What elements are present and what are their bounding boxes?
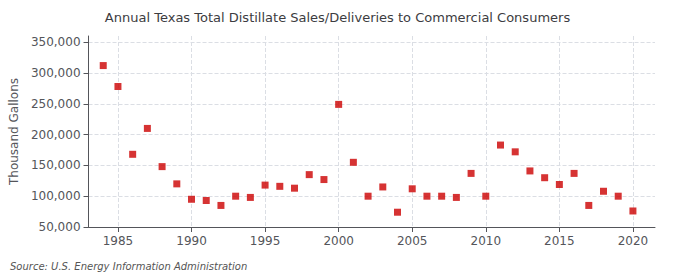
svg-text:100,000: 100,000 <box>31 189 81 203</box>
svg-text:1985: 1985 <box>103 234 134 248</box>
svg-text:2000: 2000 <box>323 234 354 248</box>
svg-text:Thousand Gallons: Thousand Gallons <box>7 78 21 186</box>
svg-text:300,000: 300,000 <box>31 66 81 80</box>
svg-text:200,000: 200,000 <box>31 128 81 142</box>
svg-text:2020: 2020 <box>618 234 649 248</box>
svg-text:150,000: 150,000 <box>31 158 81 172</box>
svg-text:350,000: 350,000 <box>31 35 81 49</box>
svg-text:2015: 2015 <box>544 234 575 248</box>
svg-text:1995: 1995 <box>250 234 281 248</box>
svg-text:Source: U.S. Energy Informatio: Source: U.S. Energy Information Administ… <box>10 261 247 272</box>
svg-text:2010: 2010 <box>471 234 502 248</box>
svg-text:1990: 1990 <box>176 234 207 248</box>
svg-text:50,000: 50,000 <box>39 220 81 234</box>
svg-text:Annual Texas Total Distillate: Annual Texas Total Distillate Sales/Deli… <box>105 10 571 25</box>
svg-text:250,000: 250,000 <box>31 97 81 111</box>
svg-text:2005: 2005 <box>397 234 428 248</box>
